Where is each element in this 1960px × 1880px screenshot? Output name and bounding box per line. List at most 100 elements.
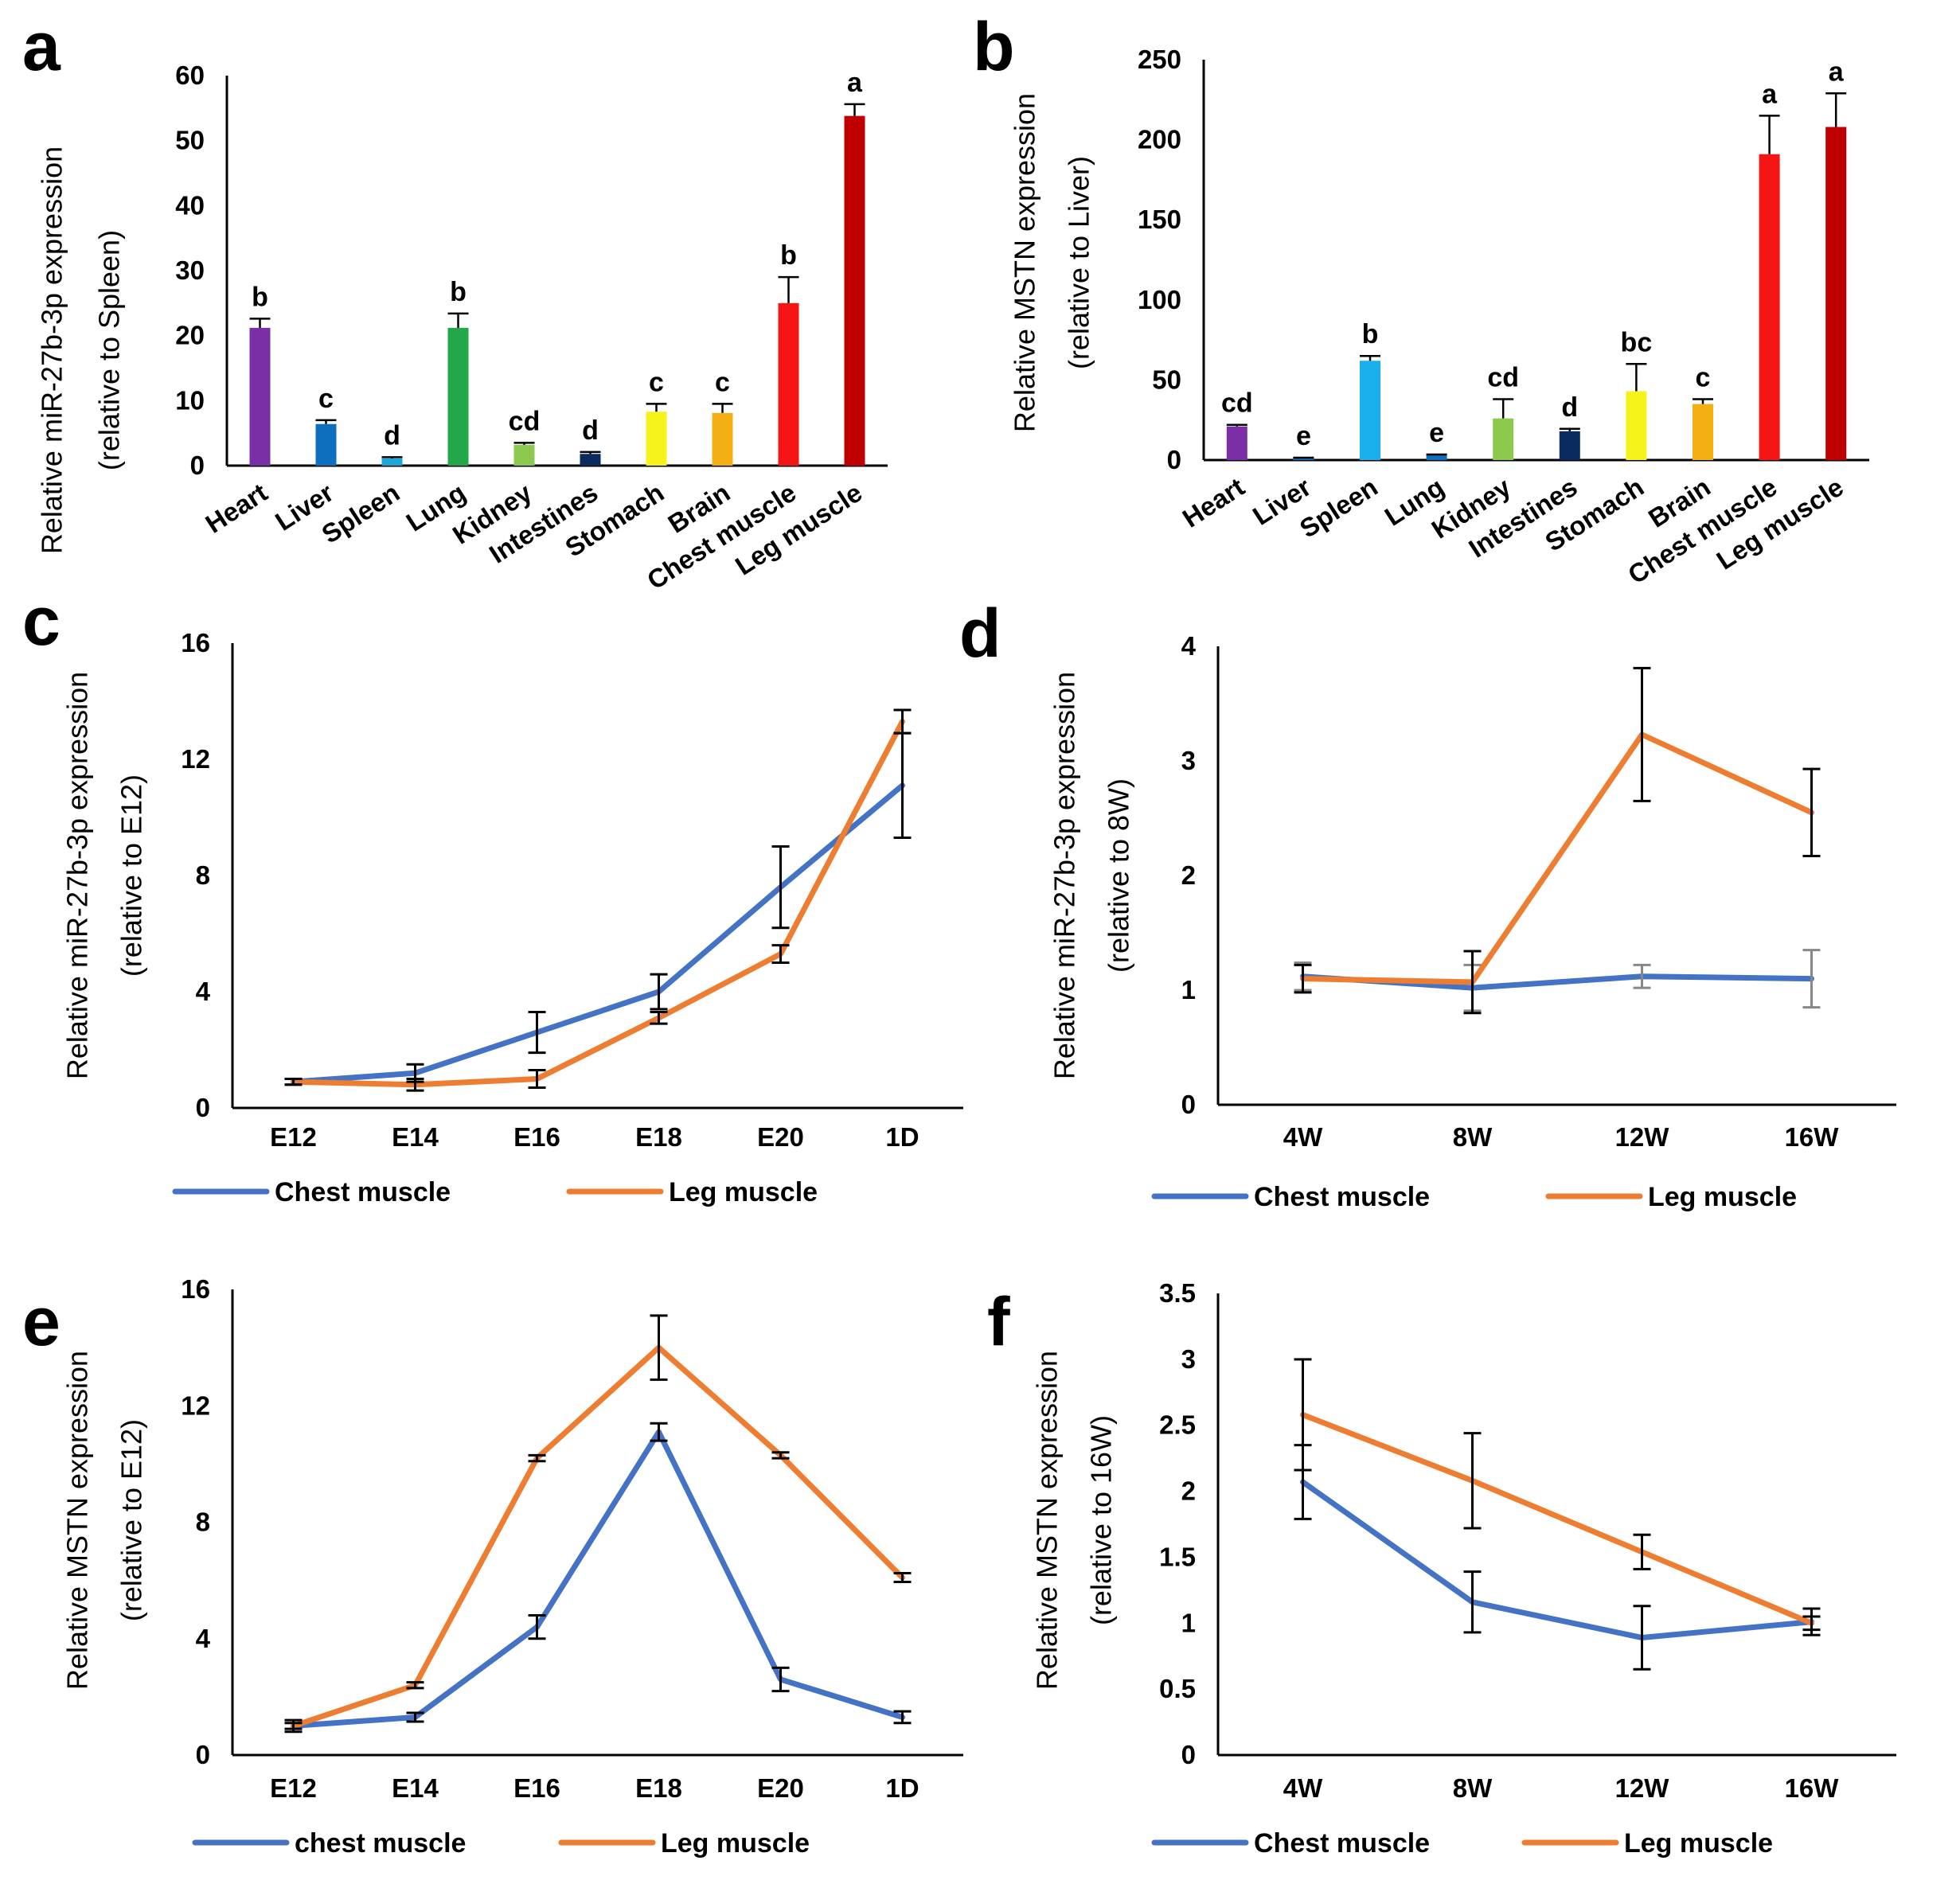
- bar-intestines: [1559, 431, 1580, 460]
- panel-letter-d: d: [959, 595, 1001, 672]
- significance-label: e: [1296, 421, 1311, 451]
- y-tick-label: 3: [1181, 1344, 1196, 1374]
- significance-label: bc: [1621, 327, 1653, 357]
- x-tick-label: 8W: [1453, 1773, 1493, 1803]
- series-line-leg-muscle: [1300, 1411, 1814, 1626]
- y-axis-title: Relative miR-27b-3p expression: [1048, 672, 1081, 1079]
- legend-item: chest muscle: [192, 1828, 466, 1859]
- legend-item: Chest muscle: [1151, 1828, 1430, 1859]
- y-axis-title: Relative miR-27b-3p expression: [61, 672, 94, 1079]
- y-tick-label: 200: [1138, 125, 1181, 154]
- y-tick-label: 2: [1181, 860, 1196, 890]
- significance-label: a: [1829, 57, 1845, 87]
- x-tick-label: 4W: [1283, 1122, 1323, 1152]
- y-tick-label: 0: [1181, 1090, 1196, 1119]
- x-tick-label: 8W: [1453, 1122, 1493, 1152]
- y-axis-title: Relative miR-27b-3p expression: [36, 146, 68, 554]
- y-tick-label: 0: [1181, 1740, 1196, 1769]
- bar-leg-muscle: [844, 115, 865, 466]
- x-tick-label: E18: [635, 1773, 682, 1803]
- y-tick-label: 3.5: [1159, 1278, 1196, 1308]
- y-axis-title: Relative MSTN expression: [61, 1351, 94, 1690]
- significance-label: d: [582, 415, 599, 446]
- y-tick-label: 16: [181, 628, 210, 657]
- bar-leg-muscle: [1825, 127, 1847, 460]
- y-axis-subtitle: (relative to Liver): [1063, 156, 1095, 369]
- bar-liver: [315, 423, 337, 466]
- legend-item: Leg muscle: [558, 1828, 810, 1859]
- significance-label: c: [715, 367, 730, 397]
- panel-a: a 0 10 20 30 40 50 60 Relative miR-27b-3p expres…: [22, 9, 888, 595]
- y-tick-label: 40: [175, 190, 205, 220]
- y-tick-label: 12: [181, 1390, 210, 1420]
- x-tick-label: 1D: [885, 1122, 919, 1152]
- panel-f: f 0 0.5 1 1.5 2 2.5 3 3.5 Relative MSTN expressio…: [987, 1278, 1896, 1859]
- y-tick-label: 0: [196, 1740, 210, 1769]
- bar-lung: [1426, 454, 1447, 460]
- x-tick-label: 16W: [1785, 1773, 1840, 1803]
- legend-label: Leg muscle: [669, 1177, 818, 1207]
- y-tick-label: 100: [1138, 285, 1181, 314]
- bar-chest-muscle: [778, 302, 799, 466]
- significance-label: b: [450, 277, 467, 307]
- bar-stomach: [1626, 391, 1647, 460]
- significance-label: c: [649, 367, 664, 397]
- x-tick-label: E16: [513, 1122, 560, 1152]
- legend-item: Leg muscle: [1521, 1828, 1773, 1859]
- y-tick-label: 30: [175, 255, 205, 285]
- panel-letter-f: f: [987, 1284, 1010, 1360]
- panel-letter-a: a: [22, 9, 61, 85]
- x-category-label: Heart: [1177, 472, 1250, 533]
- x-tick-label: E14: [392, 1122, 439, 1152]
- legend-label: Chest muscle: [1254, 1828, 1430, 1859]
- significance-label: b: [780, 240, 797, 271]
- panel-letter-e: e: [22, 1284, 61, 1360]
- x-tick-label: 12W: [1615, 1773, 1670, 1803]
- series-line-chest-muscle: [1300, 1479, 1814, 1641]
- y-tick-label: 0: [190, 450, 205, 480]
- significance-label: b: [1362, 319, 1379, 349]
- series-line-chest-muscle: [291, 782, 905, 1085]
- legend-label: Leg muscle: [1624, 1828, 1773, 1859]
- series-line-chest-muscle: [291, 1429, 905, 1729]
- legend-label: Chest muscle: [275, 1177, 451, 1207]
- bar-liver: [1293, 458, 1314, 460]
- bar-heart: [249, 327, 271, 466]
- x-tick-label: 12W: [1615, 1122, 1670, 1152]
- y-tick-label: 0: [1167, 445, 1181, 474]
- bar-spleen: [381, 458, 403, 466]
- x-tick-label: E12: [270, 1122, 317, 1152]
- x-tick-label: E16: [513, 1773, 560, 1803]
- significance-label: a: [847, 68, 863, 98]
- x-tick-label: E14: [392, 1773, 439, 1803]
- y-axis-subtitle: (relative to 8W): [1103, 778, 1135, 973]
- y-tick-label: 3: [1181, 746, 1196, 775]
- series-line-leg-muscle: [291, 719, 905, 1088]
- y-tick-label: 8: [196, 860, 210, 890]
- bar-heart: [1226, 426, 1247, 460]
- y-tick-label: 0: [196, 1093, 210, 1122]
- y-axis-subtitle: (relative to 16W): [1085, 1415, 1118, 1625]
- y-tick-label: 0.5: [1159, 1674, 1196, 1703]
- significance-label: a: [1762, 79, 1778, 109]
- legend-item: Leg muscle: [566, 1177, 818, 1207]
- legend-item: Leg muscle: [1545, 1182, 1797, 1212]
- y-tick-label: 4: [196, 1624, 211, 1653]
- legend-label: Chest muscle: [1254, 1182, 1430, 1212]
- panel-e: e 0 4 8 12 16 Relative MSTN expression (relativ…: [22, 1274, 963, 1859]
- legend-label: Leg muscle: [661, 1828, 810, 1859]
- significance-label: cd: [1487, 363, 1519, 393]
- y-tick-label: 50: [175, 126, 205, 155]
- bar-brain: [1693, 404, 1713, 460]
- x-tick-label: 16W: [1785, 1122, 1840, 1152]
- legend-label: Leg muscle: [1648, 1182, 1797, 1212]
- panel-letter-c: c: [22, 583, 61, 660]
- bar-stomach: [646, 411, 667, 466]
- y-tick-label: 2.5: [1159, 1410, 1196, 1440]
- bar-brain: [712, 412, 733, 466]
- y-axis-title: Relative MSTN expression: [1031, 1351, 1064, 1690]
- significance-label: d: [384, 420, 400, 450]
- y-tick-label: 150: [1138, 205, 1181, 234]
- y-axis-title: Relative MSTN expression: [1009, 93, 1041, 432]
